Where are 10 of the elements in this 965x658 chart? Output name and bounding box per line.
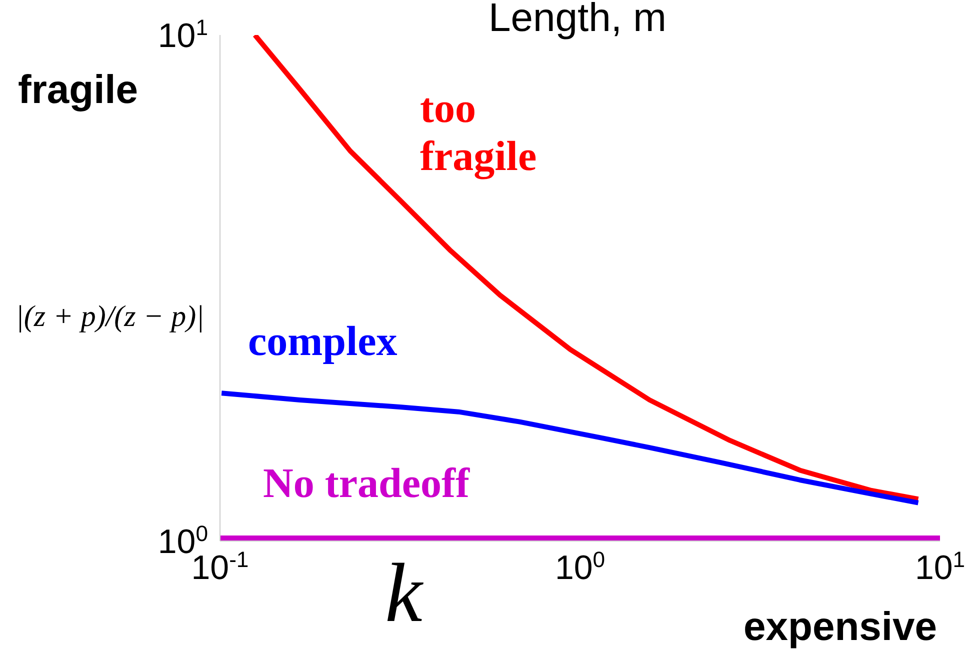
x-tick-label: 10$^{0}$ (554, 546, 606, 587)
x-axis-title: k (385, 546, 422, 642)
text: expensive (744, 605, 937, 650)
x-tick-label: 10$^{1}$ (914, 546, 965, 587)
text: fragile (18, 68, 138, 113)
series-label: No tradeoff (263, 460, 470, 508)
y-axis-title: |(z + p)/(z − p)| (14, 300, 206, 334)
series-label: too fragile (420, 85, 538, 181)
chart-title: Length, m (488, 0, 666, 40)
series-label: complex (248, 318, 398, 366)
